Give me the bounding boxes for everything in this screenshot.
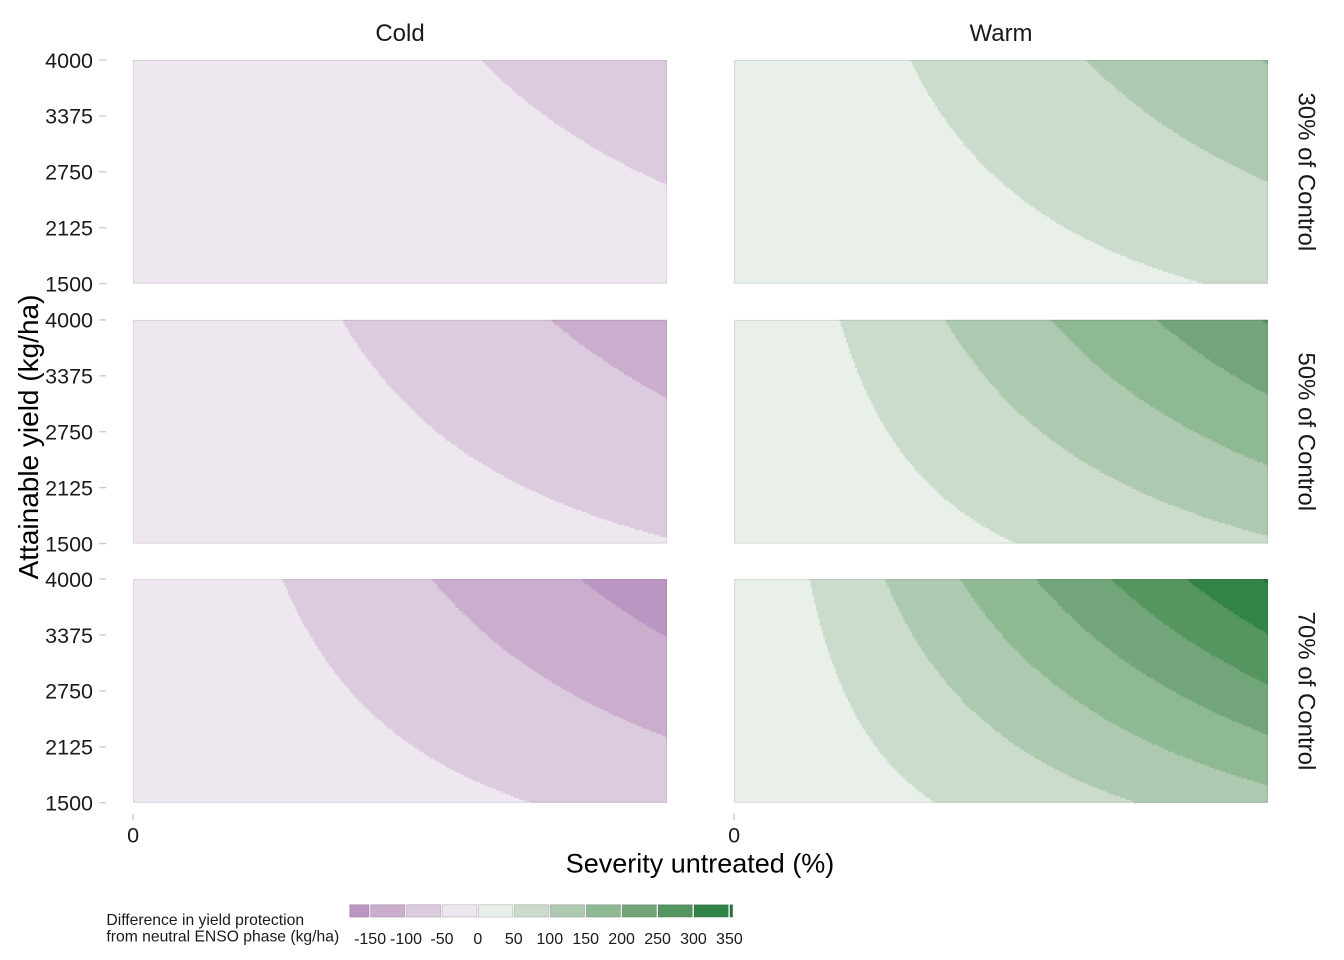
svg-text:2125: 2125 (45, 476, 93, 500)
svg-text:2125: 2125 (45, 736, 93, 760)
svg-text:2125: 2125 (45, 217, 93, 241)
svg-text:Severity untreated (%): Severity untreated (%) (566, 848, 835, 878)
svg-text:-100: -100 (390, 931, 422, 948)
svg-text:0: 0 (728, 824, 740, 848)
svg-text:250: 250 (644, 931, 671, 948)
svg-text:350: 350 (716, 931, 743, 948)
svg-text:0: 0 (473, 931, 482, 948)
svg-text:from neutral ENSO phase (kg/ha: from neutral ENSO phase (kg/ha) (106, 929, 339, 946)
svg-text:150: 150 (572, 931, 599, 948)
svg-text:Attainable yield (kg/ha): Attainable yield (kg/ha) (13, 295, 44, 580)
svg-text:1500: 1500 (45, 272, 93, 296)
svg-text:1500: 1500 (45, 792, 93, 816)
svg-text:50: 50 (505, 931, 523, 948)
svg-text:-50: -50 (430, 931, 453, 948)
svg-text:3375: 3375 (45, 624, 93, 648)
svg-text:30% of Control: 30% of Control (1293, 92, 1320, 251)
svg-text:300: 300 (680, 931, 707, 948)
svg-text:4000: 4000 (45, 568, 93, 592)
svg-text:2750: 2750 (45, 161, 93, 185)
svg-text:70% of Control: 70% of Control (1293, 612, 1320, 771)
svg-text:-150: -150 (354, 931, 386, 948)
svg-text:4000: 4000 (45, 49, 93, 73)
svg-text:100: 100 (536, 931, 563, 948)
svg-text:3375: 3375 (45, 105, 93, 129)
svg-text:4000: 4000 (45, 309, 93, 333)
svg-text:Cold: Cold (375, 20, 424, 47)
svg-text:3375: 3375 (45, 365, 93, 389)
svg-text:0: 0 (127, 824, 139, 848)
svg-text:Difference in yield protection: Difference in yield protection (106, 912, 304, 929)
svg-text:1500: 1500 (45, 532, 93, 556)
svg-text:2750: 2750 (45, 680, 93, 704)
svg-text:50% of Control: 50% of Control (1293, 352, 1320, 511)
svg-text:Warm: Warm (969, 20, 1032, 47)
svg-text:200: 200 (608, 931, 635, 948)
svg-text:2750: 2750 (45, 421, 93, 445)
